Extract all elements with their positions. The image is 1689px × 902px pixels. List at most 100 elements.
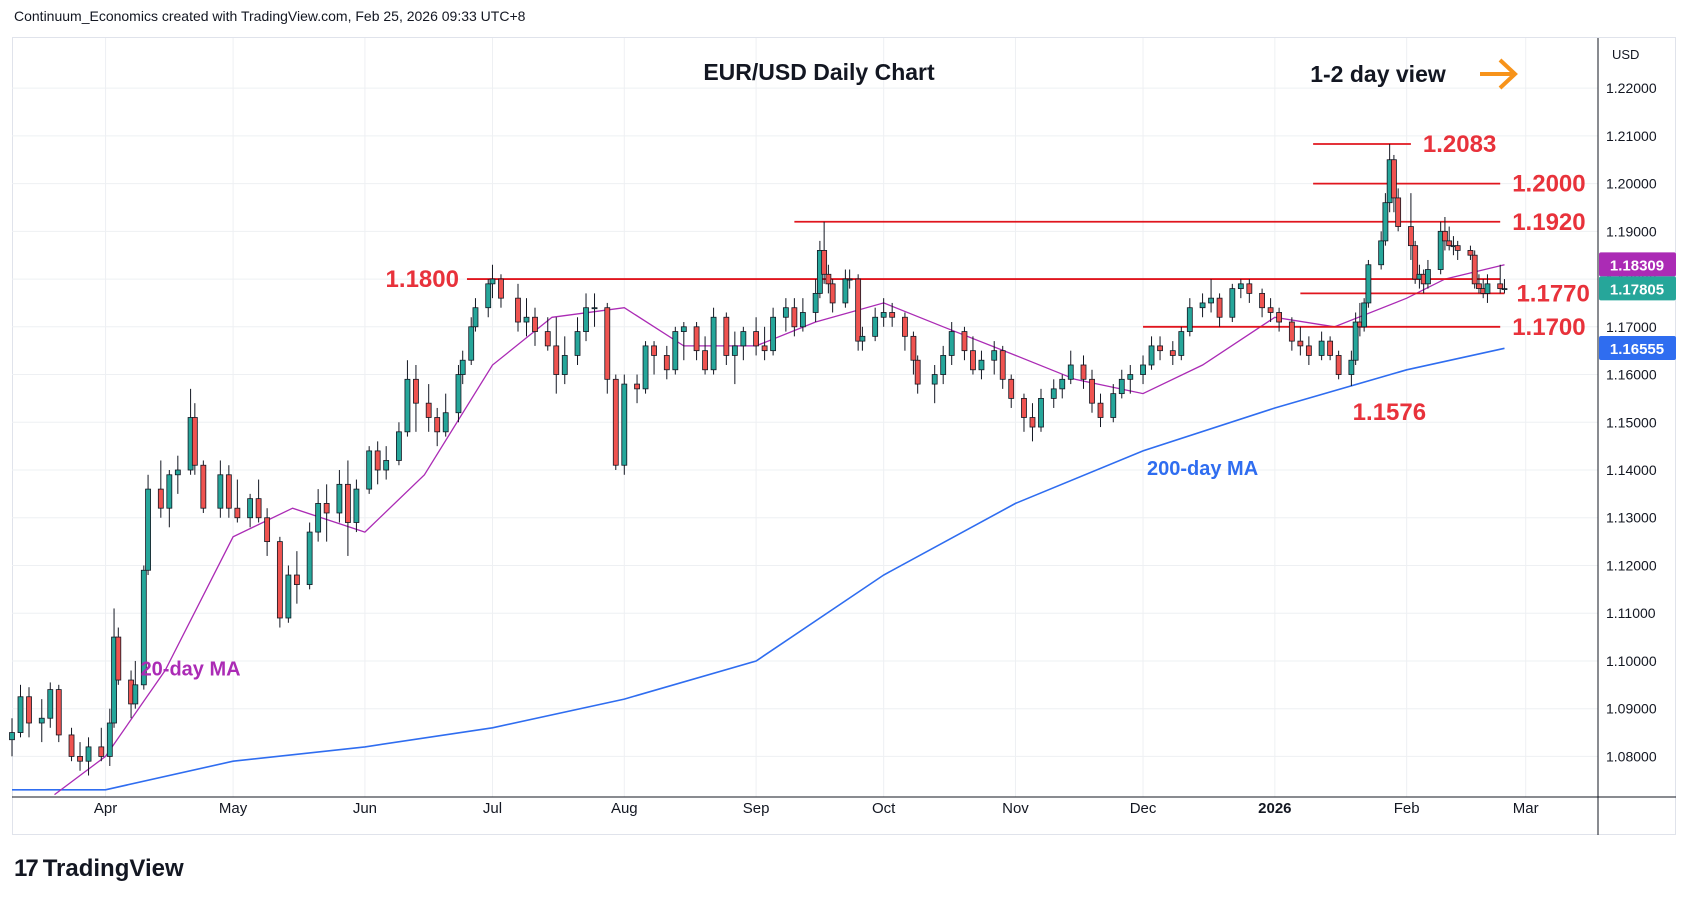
candle-body (1169, 350, 1176, 356)
candle (880, 298, 887, 327)
candle (770, 307, 777, 356)
candle (234, 479, 241, 523)
price-axis[interactable]: 1.220001.210001.200001.190001.180001.170… (1597, 38, 1676, 835)
candle-body (842, 278, 849, 304)
candle (293, 551, 300, 604)
candle (145, 474, 151, 576)
candle-body (1305, 345, 1312, 356)
candle (710, 307, 717, 375)
candle-body (1335, 355, 1342, 375)
candle (846, 269, 853, 289)
candle (970, 336, 976, 375)
level-label: 1.1800 (386, 266, 459, 293)
candle (651, 341, 657, 375)
candle-body (846, 278, 853, 281)
candle-body (106, 722, 113, 757)
level-label: 1.2083 (1423, 131, 1496, 158)
candle-body (1038, 398, 1044, 428)
candle (247, 493, 254, 528)
candle (1216, 293, 1223, 327)
candle (1008, 374, 1015, 408)
price-badge: 1.18309 (1599, 252, 1676, 277)
level-label: 1.1770 (1516, 280, 1589, 307)
candle-body (561, 355, 568, 375)
tradingview-logo[interactable]: 17 TradingView (14, 855, 184, 883)
candle (353, 479, 360, 533)
candle-body (374, 450, 381, 471)
x-tick-label: Sep (743, 800, 770, 817)
candle (859, 326, 866, 351)
arrow-right-icon (1480, 58, 1518, 90)
candle-body (604, 307, 611, 380)
candle-body (612, 378, 619, 466)
candle-body (821, 250, 828, 275)
candle-body (26, 696, 32, 724)
candle-body (770, 316, 777, 352)
x-tick-label: 2026 (1258, 800, 1291, 817)
y-tick-label: 1.12000 (1606, 557, 1657, 573)
candle (315, 489, 322, 542)
candle (1178, 326, 1185, 361)
price-badge-value: 1.18309 (1610, 257, 1664, 274)
candle-body (1378, 240, 1385, 266)
candle-body (1471, 254, 1478, 285)
candle (1127, 364, 1134, 394)
candle (999, 345, 1006, 389)
candle-body (1365, 264, 1372, 304)
y-tick-label: 1.11000 (1606, 605, 1656, 621)
candle-body (825, 273, 832, 285)
x-tick-label: Mar (1513, 800, 1539, 817)
candle-body (336, 483, 343, 514)
candle (663, 345, 670, 380)
level-label: 1.2000 (1512, 171, 1585, 198)
candle-body (914, 359, 921, 385)
candle (1365, 259, 1372, 308)
candle-body (498, 278, 504, 299)
candle (1186, 298, 1193, 337)
x-tick-label: Aug (611, 800, 638, 817)
candle-body (693, 326, 700, 352)
candle (191, 403, 198, 475)
candle (455, 364, 462, 423)
candle-body (68, 734, 75, 757)
candle (523, 298, 530, 337)
candle (1157, 336, 1163, 361)
candle-body (323, 503, 330, 514)
candle-body (680, 326, 687, 332)
candle-body (217, 474, 224, 509)
candle (583, 293, 589, 342)
candle-body (1391, 159, 1397, 199)
x-tick-label: Jun (353, 800, 377, 817)
candle (468, 317, 475, 365)
candle-body (1110, 393, 1117, 418)
price-badge-bg (1599, 276, 1676, 301)
candle-body (940, 355, 947, 375)
candle (1378, 231, 1385, 270)
candle-body (9, 732, 15, 741)
candle (166, 470, 173, 528)
candle (1412, 240, 1419, 284)
candle (515, 283, 521, 332)
candle (702, 336, 708, 375)
candle-body (442, 412, 449, 433)
candle (1246, 279, 1253, 303)
annotations: 1.1576 20-day MA 200-day MA (141, 399, 1427, 680)
candle-body (145, 488, 151, 571)
candle (459, 350, 466, 385)
candle (1140, 355, 1146, 385)
tradingview-wordmark: TradingView (42, 855, 184, 882)
candle-body (978, 359, 985, 371)
time-axis[interactable]: Apr May Jun Jul Aug Sep Oct Nov Dec 2026 Feb Mar (12, 796, 1676, 817)
candle-body (1442, 230, 1448, 242)
candle (1327, 336, 1334, 361)
candle (634, 374, 640, 404)
candle-body (77, 756, 83, 762)
candle (336, 470, 343, 523)
candle (115, 627, 122, 685)
y-tick-label: 1.09000 (1606, 701, 1657, 717)
ma200-line (12, 347, 1505, 791)
candle-body (961, 331, 968, 352)
candle-body (931, 374, 938, 385)
candle-body (115, 636, 122, 681)
